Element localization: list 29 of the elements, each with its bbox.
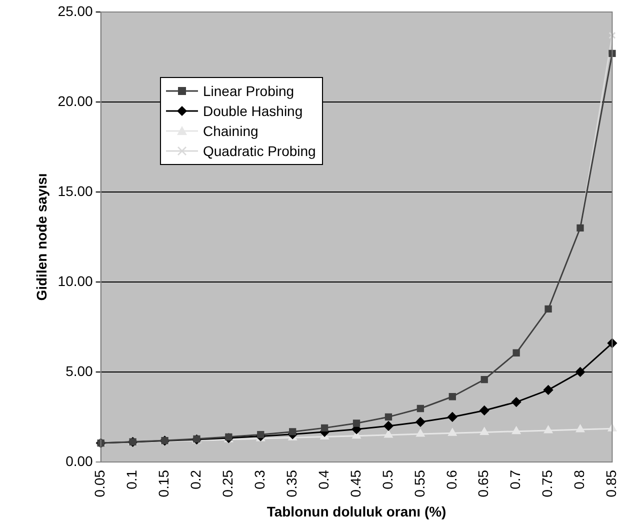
x-tick-label: 0.2	[188, 470, 204, 490]
legend-label: Quadratic Probing	[203, 142, 316, 161]
x-tick-label: 0.45	[347, 470, 364, 498]
x-tick-label: 0.05	[92, 470, 108, 498]
legend-label: Double Hashing	[203, 102, 303, 121]
x-tick-label: 0.8	[571, 470, 588, 490]
x-tick-label: 0.35	[283, 470, 300, 498]
x-tick-label: 0.85	[603, 470, 620, 498]
y-tick-label: 0.00	[66, 452, 94, 469]
y-tick-label: 15.00	[58, 182, 94, 199]
y-axis-title: Gidilen node sayısı	[33, 173, 50, 301]
y-tick-label: 5.00	[66, 362, 94, 379]
x-tick-label: 0.55	[411, 470, 428, 498]
legend-label: Linear Probing	[203, 82, 294, 101]
legend-label: Chaining	[203, 122, 258, 141]
x-tick-label: 0.15	[156, 470, 172, 498]
x-tick-label: 0.1	[124, 470, 140, 490]
x-tick-label: 0.3	[251, 470, 268, 490]
y-tick-label: 10.00	[58, 272, 94, 289]
y-tick-label: 20.00	[58, 92, 94, 109]
x-tick-label: 0.75	[539, 470, 556, 498]
x-tick-label: 0.7	[507, 470, 524, 490]
x-tick-label: 0.5	[379, 470, 396, 490]
y-tick-label: 25.00	[58, 2, 94, 19]
x-axis-title: Tablonun doluluk oranı (%)	[266, 503, 446, 520]
x-tick-label: 0.65	[475, 470, 492, 498]
x-tick-label: 0.25	[220, 470, 236, 498]
x-tick-label: 0.6	[443, 470, 460, 490]
x-tick-label: 0.4	[315, 470, 332, 490]
